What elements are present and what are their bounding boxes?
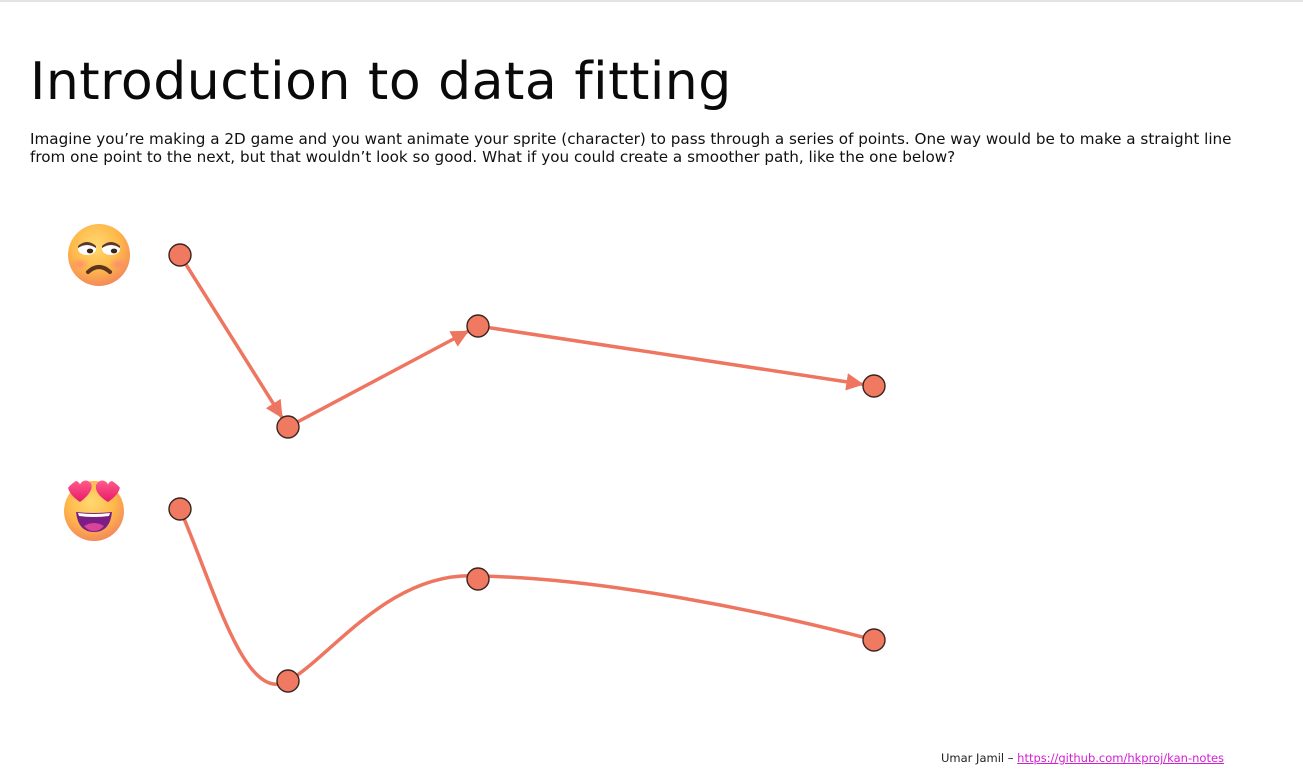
footer-separator: – [1004, 751, 1018, 765]
smooth-curve-path [168, 497, 886, 693]
waypoint [168, 243, 192, 267]
footer: Umar Jamil – https://github.com/hkproj/k… [941, 751, 1224, 766]
top-divider [0, 0, 1303, 2]
straight-segment [295, 329, 470, 424]
straight-line-path [168, 243, 886, 439]
waypoint [862, 374, 886, 398]
footer-author: Umar Jamil [941, 751, 1005, 765]
intro-paragraph: Imagine you’re making a 2D game and you … [30, 130, 1232, 166]
unamused-face-icon [68, 224, 130, 286]
slide-title: Introduction to data fitting [30, 52, 732, 112]
waypoint [276, 415, 300, 439]
smooth-curve [178, 507, 876, 686]
heart-eyes-face-icon [64, 480, 124, 541]
waypoint [276, 669, 300, 693]
waypoint [466, 314, 490, 338]
straight-segment [487, 325, 864, 391]
footer-link[interactable]: https://github.com/hkproj/kan-notes [1017, 751, 1225, 765]
waypoint [466, 567, 490, 591]
waypoint [168, 497, 192, 521]
straight-segment [184, 262, 284, 419]
waypoint [862, 628, 886, 652]
